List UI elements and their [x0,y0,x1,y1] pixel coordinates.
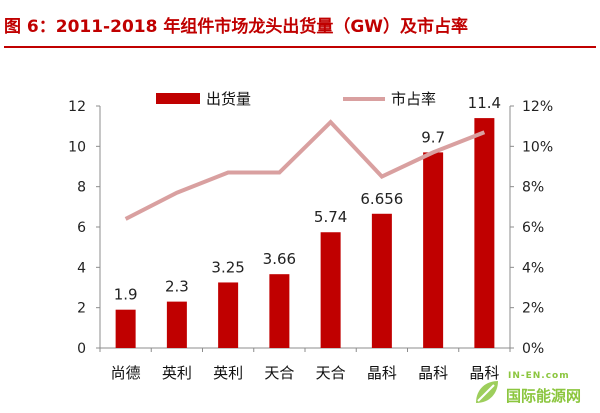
bar-data-label: 2.3 [165,278,189,296]
title-divider [4,46,596,48]
y-right-tick-label: 10% [522,139,553,155]
y-left-tick-label: 12 [68,99,86,115]
y-right-tick-label: 8% [522,180,544,196]
bar-data-label: 3.25 [211,258,244,276]
x-category-label: 晶科 [469,364,499,382]
y-right-tick-label: 6% [522,220,544,236]
x-category-label: 尚德 [111,364,141,382]
y-left-tick-label: 8 [77,180,86,196]
y-left-tick-label: 2 [77,301,86,317]
bar-shipment [474,118,495,348]
bar-shipment [269,274,290,348]
x-category-label: 天合 [316,364,346,382]
y-left-tick-label: 10 [68,139,86,155]
y-right-tick-label: 2% [522,301,544,317]
x-category-label: 晶科 [418,364,448,382]
bar-data-label: 11.4 [468,94,501,112]
energy-logo-icon [476,381,498,403]
watermark-site: IN-EN.com [508,371,570,381]
legend-bar-swatch [156,93,200,104]
bar-shipment [320,232,341,348]
figure-title: 图 6：2011-2018 年组件市场龙头出货量（GW）及市占率 [4,17,469,37]
bar-data-label: 9.7 [421,128,445,146]
bar-shipment [166,301,187,348]
bar-data-label: 3.66 [263,250,296,268]
x-category-label: 英利 [213,364,243,382]
legend-bar-label: 出货量 [206,90,251,108]
line-market-share [124,119,486,221]
watermark-name: 国际能源网 [506,387,582,405]
bar-data-label: 5.74 [314,208,347,226]
bar-data-label: 6.656 [360,190,403,208]
x-category-label: 天合 [264,364,294,382]
x-category-label: 晶科 [367,364,397,382]
watermark: IN-EN.com 国际能源网 [472,369,592,409]
y-right-tick-label: 12% [522,99,553,115]
y-left-tick-label: 4 [77,260,86,276]
y-right-tick-label: 4% [522,260,544,276]
y-left-tick-label: 0 [77,341,86,357]
bar-shipment [423,152,444,348]
bar-data-label: 1.9 [114,286,138,304]
x-category-label: 英利 [162,364,192,382]
bar-shipment [218,282,239,348]
bar-shipment [371,213,392,348]
legend-line-label: 市占率 [391,90,436,108]
bar-shipment [115,309,136,348]
y-left-tick-label: 6 [77,220,86,236]
y-right-tick-label: 0% [522,341,544,357]
